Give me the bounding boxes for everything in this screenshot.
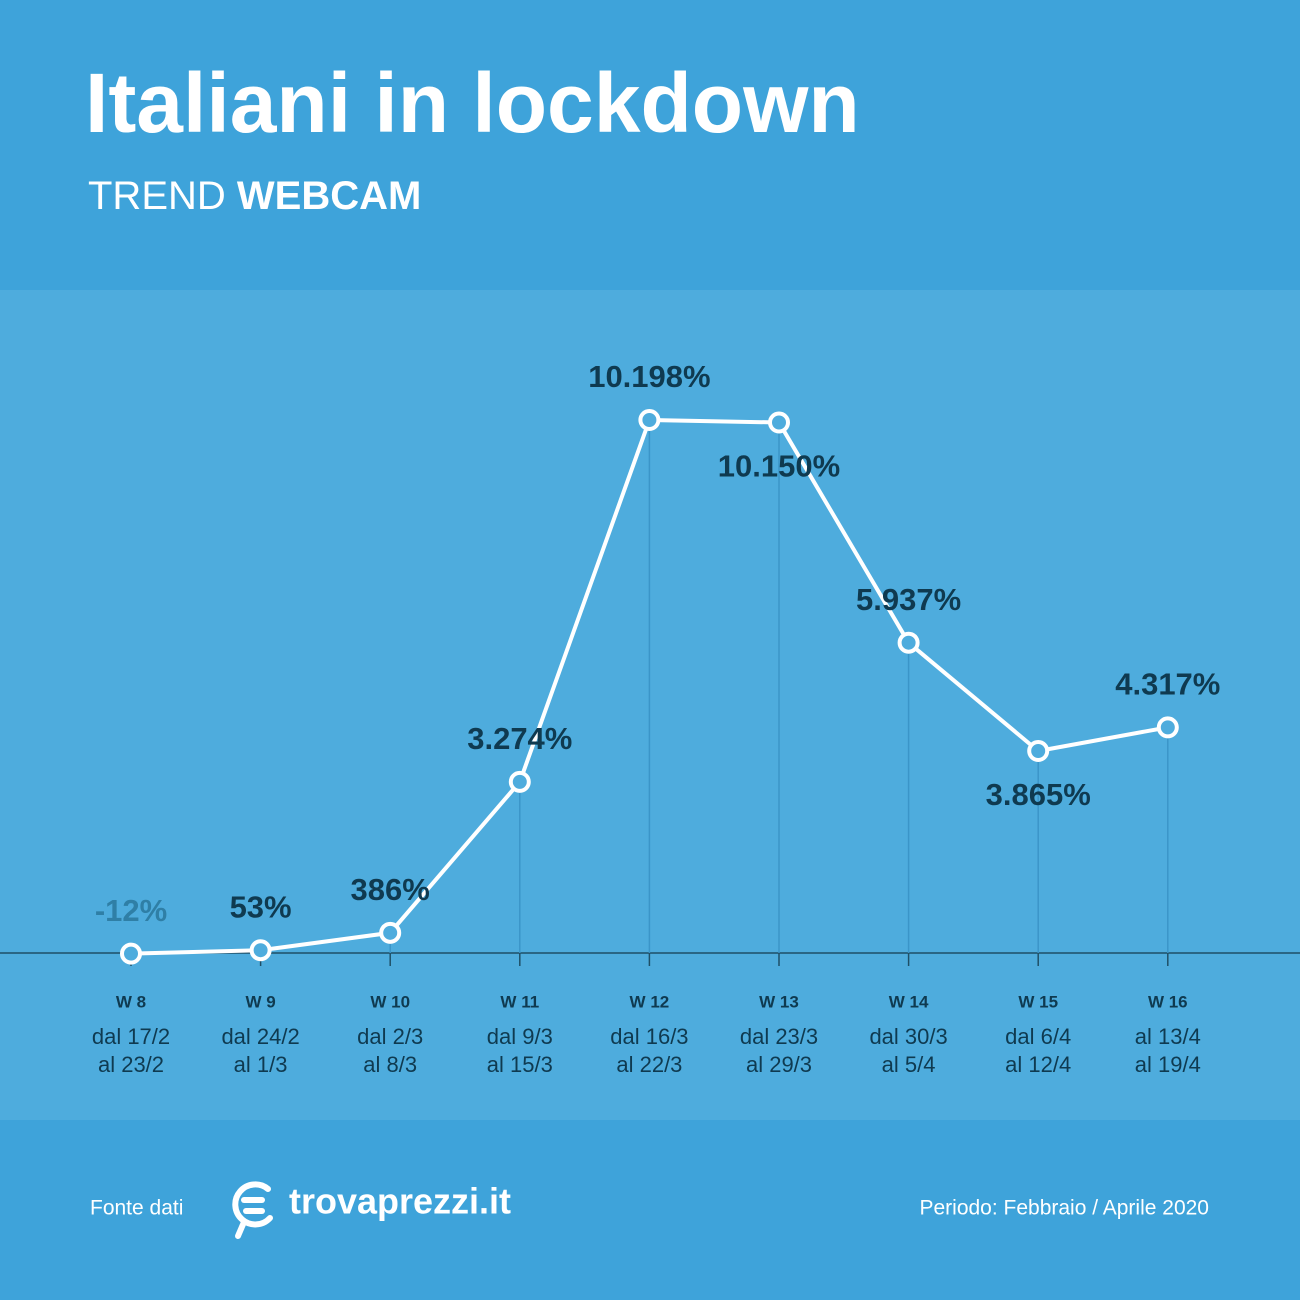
x-tick-label: W 9 [245,992,275,1011]
period-label: al 1/3 [234,1052,288,1077]
period-label: dal 17/2 [92,1024,170,1049]
period-label: dal 2/3 [357,1024,423,1049]
logo-icon [232,1181,273,1239]
data-point [249,939,272,962]
x-tick-label: W 14 [889,992,929,1011]
value-label: 3.865% [986,777,1091,812]
source-brand: trovaprezzi.it [289,1181,511,1222]
data-point [768,411,790,434]
value-label: 5.937% [856,582,961,617]
period-label: al 23/2 [98,1052,164,1077]
x-tick-label: W 8 [116,992,146,1011]
period-label: al 15/3 [487,1052,553,1077]
period-label: dal 23/3 [740,1024,818,1049]
header-band [0,0,1300,290]
data-point [379,921,402,944]
period-label: al 22/3 [616,1052,682,1077]
x-tick-label: W 11 [500,992,539,1011]
subtitle: TREND WEBCAM [88,174,421,218]
period-label: dal 30/3 [869,1024,947,1049]
value-label: -12% [95,893,167,928]
value-label: 4.317% [1115,667,1220,702]
x-tick-label: W 16 [1148,992,1188,1011]
value-label: 3.274% [467,721,572,756]
source-label: Fonte dati [90,1197,183,1220]
period-label: al 29/3 [746,1052,812,1077]
plot: -12% W 8 dal 17/2 al 23/2 53% W 9 dal 24/2 al 1… [92,359,1221,1077]
x-tick-label: W 10 [370,992,410,1011]
data-point [1027,739,1050,762]
data-point [120,942,142,965]
data-point [897,631,920,654]
value-label: 386% [351,872,430,907]
period-label: dal 16/3 [610,1024,688,1049]
subtitle-bold: WEBCAM [237,174,421,218]
footer-band [0,1120,1300,1300]
value-label: 53% [230,889,292,924]
period-label: al 13/4 [1135,1024,1201,1049]
period-label: dal 6/4 [1005,1024,1071,1049]
data-point [638,409,661,431]
x-tick-label: W 15 [1018,992,1058,1011]
period-label: al 19/4 [1135,1052,1201,1077]
period-label: al 12/4 [1005,1052,1071,1077]
value-label: 10.198% [588,359,710,394]
period-label: al 5/4 [882,1052,936,1077]
data-point [1156,716,1179,739]
period-note: Periodo: Febbraio / Aprile 2020 [919,1197,1209,1220]
period-label: dal 9/3 [487,1024,553,1049]
subtitle-light: TREND [88,174,226,218]
data-point [508,770,531,793]
x-tick-label: W 13 [759,992,799,1011]
period-label: dal 24/2 [221,1024,299,1049]
value-label: 10.150% [718,449,840,484]
x-tick-label: W 12 [630,992,670,1011]
chart-title: Italiani in lockdown [85,56,860,150]
period-label: al 8/3 [363,1052,417,1077]
